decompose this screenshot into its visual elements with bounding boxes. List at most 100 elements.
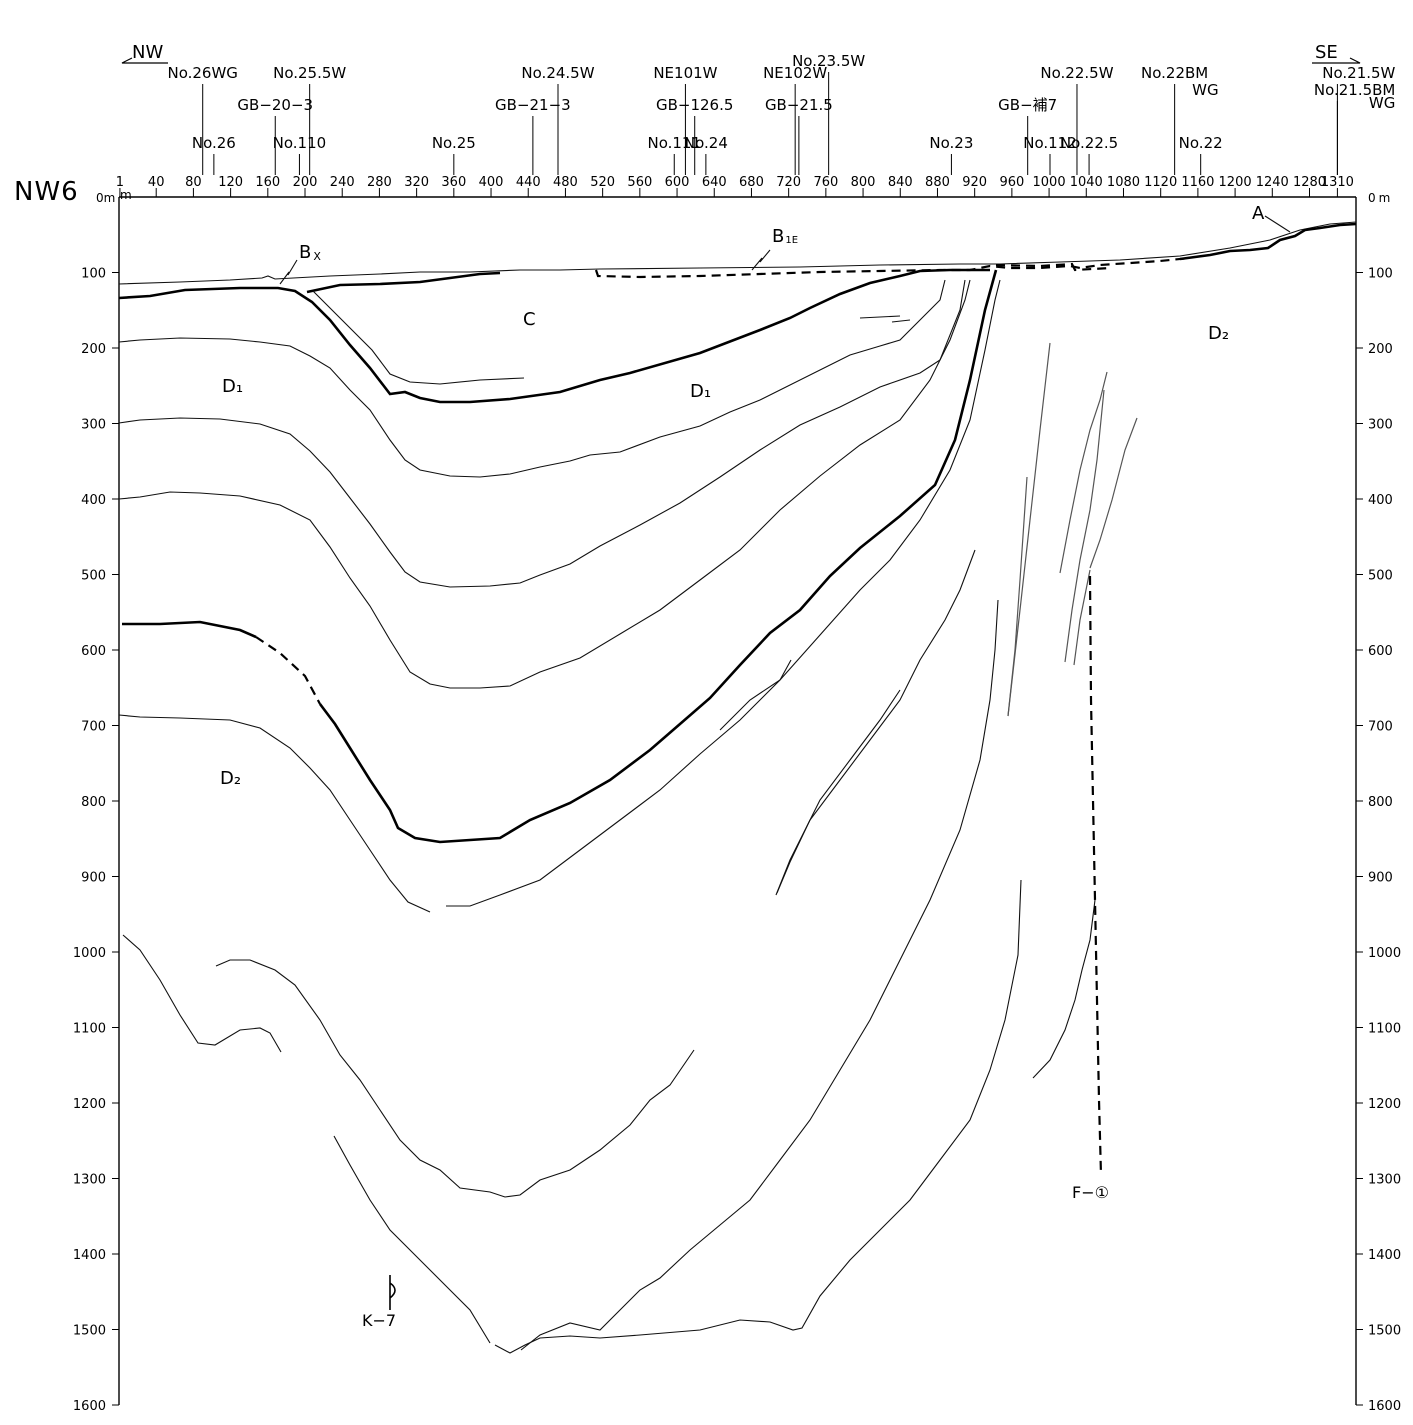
- top-axis-m: m: [120, 188, 132, 202]
- depth-tick-label-right: 1000: [1368, 946, 1401, 961]
- distance-tick-label: 520: [590, 175, 615, 190]
- depth-tick-label-right: 1500: [1368, 1324, 1401, 1339]
- borehole-label: GB−126.5: [656, 96, 733, 114]
- borehole-label: No.26WG: [167, 64, 237, 82]
- borehole-label: GB−20−3: [237, 96, 313, 114]
- unit-label-c: C: [523, 309, 536, 330]
- distance-tick-label: 880: [925, 175, 950, 190]
- depth-tick-label-left: 700: [81, 720, 106, 735]
- direction-se-label: SE: [1315, 42, 1338, 63]
- depth-tick-label-left: 1500: [73, 1324, 106, 1339]
- depth-tick-label-right: 100: [1368, 267, 1393, 282]
- c-layer-base: [118, 268, 990, 404]
- ground-surface-line: [118, 221, 1357, 285]
- short-contour-right: [891, 319, 911, 323]
- contour-200: [118, 279, 946, 478]
- section-name: NW6: [14, 177, 79, 207]
- steep-line-2: [1007, 342, 1051, 717]
- distance-tick-label: 1310: [1321, 175, 1354, 190]
- unit-label-bx-sub: X: [313, 250, 321, 263]
- unit-label-d2-left: D₂: [220, 768, 241, 789]
- borehole-label: WG: [1192, 81, 1218, 99]
- depth-tick-label-left: 1100: [73, 1022, 106, 1037]
- borehole-label: No.25: [432, 134, 476, 152]
- depth-tick-label-right: 1200: [1368, 1097, 1401, 1112]
- unit-label-d2-right: D₂: [1208, 323, 1229, 344]
- distance-tick-label: 800: [851, 175, 876, 190]
- depth-tick-label-right: 1300: [1368, 1173, 1401, 1188]
- short-contour-upper: [859, 315, 901, 319]
- deep-contour-e: [494, 879, 1022, 1354]
- bx-fill-dashed: [995, 262, 1111, 272]
- borehole-label: No.24: [684, 134, 728, 152]
- distance-tick-label: 920: [962, 175, 987, 190]
- depth-tick-label-right: 300: [1368, 418, 1393, 433]
- distance-tick-label: 400: [479, 175, 504, 190]
- distance-tick-label: 1120: [1144, 175, 1177, 190]
- depth-tick-label-left: 1000: [73, 946, 106, 961]
- direction-nw-arrow: [121, 57, 168, 64]
- distance-tick-label: 1040: [1070, 175, 1103, 190]
- distance-tick-label: 1240: [1256, 175, 1289, 190]
- distance-tick-label: 360: [441, 175, 466, 190]
- distance-tick-label: 40: [148, 175, 165, 190]
- structure-symbol: [389, 1275, 396, 1310]
- deep-contour-g: [775, 689, 901, 896]
- distance-tick-label: 760: [813, 175, 838, 190]
- bx-channel-base: [306, 271, 501, 294]
- bx-leader: [279, 259, 298, 285]
- a-layer-base: [1179, 222, 1357, 261]
- deep-contour-h: [1032, 899, 1096, 1079]
- depth-tick-label-right: 1100: [1368, 1022, 1401, 1037]
- depth-tick-label-right: 800: [1368, 795, 1393, 810]
- direction-nw-label: NW: [132, 42, 163, 63]
- depth-tick-label-left: 1600: [73, 1399, 106, 1414]
- distance-tick-label: 1200: [1219, 175, 1252, 190]
- depth-tick-label-left: 500: [81, 569, 106, 584]
- borehole-label: No.22.5W: [1040, 64, 1113, 82]
- depth-tick-label-left: 900: [81, 871, 106, 886]
- borehole-label: No.24.5W: [521, 64, 594, 82]
- distance-tick-label: 440: [516, 175, 541, 190]
- a-leader: [1264, 215, 1291, 233]
- borehole-label: No.21.5BM: [1314, 81, 1396, 99]
- steep-line-1: [1007, 476, 1028, 717]
- depth-tick-label-left: 1200: [73, 1097, 106, 1112]
- steep-line-4: [1059, 371, 1108, 574]
- distance-tick-label: 840: [888, 175, 913, 190]
- unit-label-bx-main: B: [299, 242, 311, 263]
- steep-line-6: [1073, 569, 1091, 666]
- left-top-m: m: [104, 191, 116, 205]
- distance-tick-label: 600: [665, 175, 690, 190]
- depth-tick-label-left: 100: [81, 267, 106, 282]
- unit-label-b1e: B1E: [772, 226, 798, 247]
- deep-contour-d: [520, 599, 999, 1351]
- left-top-zero: 0: [96, 191, 104, 205]
- deep-contour-b: [215, 959, 695, 1198]
- depth-tick-label-right: 900: [1368, 871, 1393, 886]
- depth-tick-label-right: 200: [1368, 342, 1393, 357]
- unit-label-b1e-main: B: [772, 226, 784, 247]
- contour-400: [118, 279, 971, 689]
- distance-tick-label: 1: [116, 175, 124, 190]
- unit-label-a: A: [1252, 203, 1265, 224]
- distance-tick-label: 1160: [1181, 175, 1214, 190]
- steep-line-3: [1064, 389, 1105, 663]
- distance-tick-label: 680: [739, 175, 764, 190]
- depth-tick-label-right: 500: [1368, 569, 1393, 584]
- borehole-label: No.110: [273, 134, 327, 152]
- borehole-label: No.26: [192, 134, 236, 152]
- contour-d1-base-lower: [318, 269, 998, 844]
- b1e-lower-boundary: [594, 256, 1191, 279]
- depth-tick-label-right: 1400: [1368, 1248, 1401, 1263]
- short-contour-mid: [719, 659, 792, 731]
- contour-d1-base: [122, 620, 257, 639]
- contour-d1-base-dashed: [255, 636, 321, 705]
- fault-label: F−①: [1072, 1183, 1109, 1202]
- depth-axis-ticks: 100 100 200 200 300 300 400 400 500 500 600 600 700 7…: [73, 267, 1401, 1415]
- depth-tick-label-left: 600: [81, 644, 106, 659]
- distance-tick-label: 280: [367, 175, 392, 190]
- unit-label-d1-mid: D₁: [690, 381, 711, 402]
- unit-label-b1e-sub: 1E: [785, 235, 798, 246]
